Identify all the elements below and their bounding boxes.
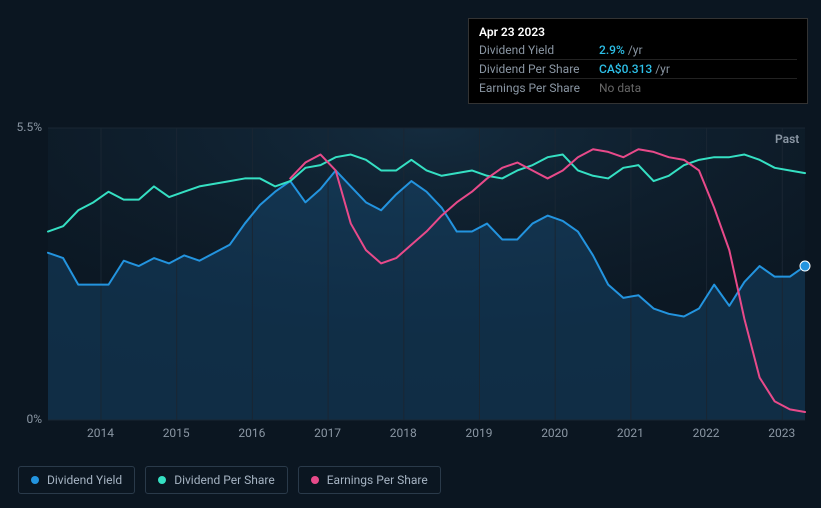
tooltip-value: CA$0.313	[599, 62, 652, 76]
tooltip-suffix: /yr	[655, 62, 670, 76]
x-axis-label: 2015	[163, 426, 190, 440]
legend-label: Dividend Per Share	[174, 473, 275, 487]
tooltip-row: Earnings Per ShareNo data	[479, 79, 797, 97]
x-axis-label: 2019	[465, 426, 492, 440]
tooltip-row: Dividend Yield2.9%/yr	[479, 41, 797, 60]
y-axis-label: 5.5%	[17, 120, 42, 134]
legend-dot	[31, 476, 39, 484]
legend-item[interactable]: Dividend Yield	[18, 466, 135, 494]
x-axis-label: 2021	[617, 426, 644, 440]
x-axis-label: 2023	[768, 426, 795, 440]
tooltip-title: Apr 23 2023	[479, 25, 797, 39]
legend-dot	[311, 476, 319, 484]
chart-tooltip: Apr 23 2023 Dividend Yield2.9%/yrDividen…	[468, 18, 808, 104]
y-axis-label: 0%	[26, 412, 42, 426]
past-label: Past	[775, 132, 799, 146]
tooltip-row: Dividend Per ShareCA$0.313/yr	[479, 60, 797, 79]
x-axis-label: 2014	[87, 426, 114, 440]
legend-item[interactable]: Earnings Per Share	[298, 466, 441, 494]
tooltip-label: Dividend Per Share	[479, 62, 599, 76]
tooltip-value: 2.9%	[599, 43, 625, 57]
x-axis-label: 2016	[238, 426, 265, 440]
tooltip-label: Dividend Yield	[479, 43, 599, 57]
legend-label: Dividend Yield	[47, 473, 122, 487]
tooltip-label: Earnings Per Share	[479, 81, 599, 95]
x-axis-label: 2020	[541, 426, 568, 440]
legend-dot	[158, 476, 166, 484]
x-axis-label: 2017	[314, 426, 341, 440]
x-axis-label: 2022	[693, 426, 720, 440]
x-axis-label: 2018	[390, 426, 417, 440]
legend-label: Earnings Per Share	[327, 473, 428, 487]
tooltip-suffix: /yr	[628, 43, 643, 57]
legend-item[interactable]: Dividend Per Share	[145, 466, 288, 494]
tooltip-nodata: No data	[599, 81, 641, 95]
chart-legend: Dividend Yield Dividend Per Share Earnings…	[18, 466, 441, 494]
